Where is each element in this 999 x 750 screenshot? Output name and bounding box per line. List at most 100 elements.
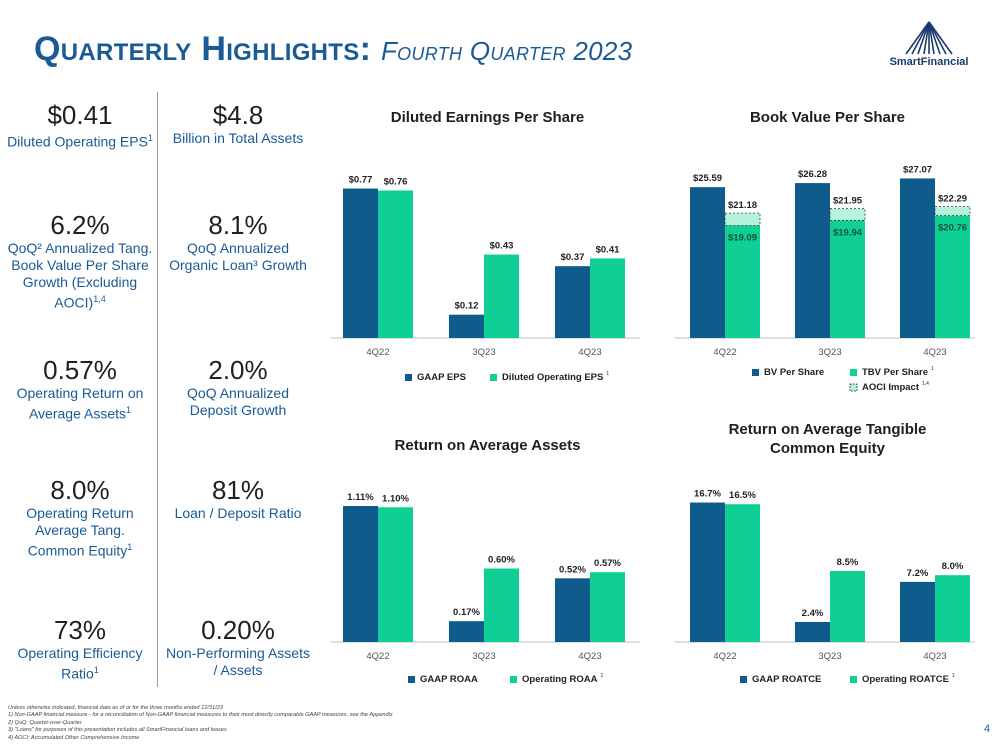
kpi-label: Billion in Total Assets — [172, 130, 304, 146]
data-label: $0.43 — [490, 241, 514, 252]
data-label: 0.17% — [453, 607, 480, 618]
data-label: 16.5% — [729, 490, 756, 501]
data-label: $22.29 — [938, 194, 967, 205]
footnote: Unless otherwise indicated, financial da… — [8, 705, 223, 711]
x-tick-label: 4Q23 — [923, 347, 946, 358]
data-label: 8.0% — [942, 561, 964, 572]
column-divider — [157, 92, 158, 687]
legend-label: BV Per Share — [764, 367, 824, 378]
legend-swatch — [740, 676, 747, 683]
bar-gaap-roatce — [795, 621, 830, 642]
x-tick-label: 4Q23 — [578, 347, 601, 358]
chart-book-value: Book Value Per Share $25.59 $19.09 $21.18 4… — [670, 98, 985, 398]
data-label: $21.95 — [833, 196, 863, 207]
legend-sup: 1 — [931, 366, 934, 372]
legend-label: AOCI Impact — [862, 382, 920, 393]
title-main: Quarterly Highlights: — [34, 30, 372, 68]
x-tick-label: 4Q22 — [366, 347, 389, 358]
legend-label: Operating ROATCE — [862, 674, 949, 685]
legend-swatch — [850, 676, 857, 683]
footnote: 1) Non-GAAP financial measure - for a re… — [8, 712, 393, 719]
x-tick-label: 4Q23 — [923, 651, 946, 662]
bar-gaap-roatce — [900, 581, 935, 642]
legend-sup: 1 — [600, 673, 603, 679]
chart-title: Diluted Earnings Per Share — [390, 109, 585, 126]
data-label: $26.28 — [798, 169, 827, 180]
kpi-total-assets: $4.8 Billion in Total Assets — [163, 100, 313, 147]
data-label: $0.77 — [349, 175, 373, 186]
kpi-value: 2.0% — [208, 355, 268, 385]
kpi-value: 8.0% — [50, 475, 110, 505]
logo-mark-icon — [905, 21, 953, 55]
x-tick-label: 4Q22 — [366, 651, 389, 662]
legend-swatch — [752, 369, 759, 376]
chart-title: Return on Average Assets — [394, 437, 581, 454]
kpi-value: 0.20% — [201, 615, 275, 645]
kpi-operating-roaa: 0.57% Operating Return on Average Assets… — [5, 355, 155, 423]
chart-canvas: 1.11% 1.10% 4Q22 0.17% 0.60% 3Q23 0.52% 0.57% 4Q… — [330, 492, 640, 685]
data-label: 1.11% — [347, 492, 374, 503]
legend-label: TBV Per Share — [862, 367, 928, 378]
bar-gaap-roaa — [555, 578, 590, 642]
kpi-tbv-growth: 6.2% QoQ² Annualized Tang. Book Value Pe… — [5, 210, 155, 312]
kpi-label: QoQ Annualized Deposit Growth — [187, 385, 289, 418]
bar-tbv-per-share — [830, 220, 865, 338]
legend-label: GAAP EPS — [417, 372, 466, 383]
data-label: $19.09 — [728, 232, 757, 243]
data-label: $27.07 — [903, 164, 932, 175]
bar-bv-per-share — [795, 183, 830, 338]
bar-aoci-impact — [934, 206, 971, 217]
data-label: $20.76 — [938, 223, 967, 234]
x-tick-label: 4Q22 — [713, 651, 736, 662]
data-label: 2.4% — [802, 608, 824, 619]
bar-gaap-roaa — [343, 506, 378, 642]
bar-operating-roaa — [378, 507, 413, 642]
bar-bv-per-share — [900, 178, 935, 338]
kpi-diluted-operating-eps: $0.41 Diluted Operating EPS1 — [5, 100, 155, 151]
legend-label: Operating ROAA — [522, 674, 598, 685]
kpi-label: Operating Return on Average Assets1 — [16, 385, 144, 422]
bar-diluted-operating-eps — [378, 190, 413, 338]
data-label: 0.52% — [559, 564, 586, 575]
kpi-label: Operating Efficiency Ratio1 — [17, 645, 143, 682]
kpi-operating-roatce: 8.0% Operating Return Average Tang. Comm… — [5, 475, 155, 560]
kpi-label: QoQ² Annualized Tang. Book Value Per Sha… — [7, 240, 153, 311]
legend-sup: 1,4 — [922, 381, 929, 387]
footnotes: Unless otherwise indicated, financial da… — [8, 705, 393, 742]
kpi-label: Non-Performing Assets / Assets — [166, 645, 310, 678]
kpi-value: 81% — [211, 475, 265, 505]
kpi-deposit-growth: 2.0% QoQ Annualized Deposit Growth — [163, 355, 313, 419]
data-label: 16.7% — [694, 489, 721, 500]
footnote: 2) QoQ: Quarter-over-Quarter — [8, 719, 82, 726]
kpi-efficiency-ratio: 73% Operating Efficiency Ratio1 — [5, 615, 155, 683]
bar-aoci-impact — [724, 212, 761, 226]
data-label: $25.59 — [693, 173, 722, 184]
footnote: 3) "Loans" for purposes of this presenta… — [8, 727, 227, 734]
chart-canvas: $0.77 $0.76 4Q22 $0.12 $0.43 3Q23 $0.37 $0.41 4Q… — [330, 175, 640, 383]
legend-swatch — [490, 374, 497, 381]
bar-operating-roatce — [935, 575, 970, 642]
page-number: 4 — [984, 723, 991, 735]
footnote: 4) AOCI: Accumulated Other Comprehensive… — [8, 734, 140, 741]
kpi-label: Operating Return Average Tang. Common Eq… — [26, 505, 134, 559]
x-tick-label: 3Q23 — [818, 651, 841, 662]
chart-canvas: $25.59 $19.09 $21.18 4Q22 $26.28 $19.94 $21.95… — [675, 164, 975, 393]
chart-roatce: Return on Average Tangible Common Equity… — [670, 420, 985, 695]
bar-gaap-eps — [449, 314, 484, 338]
chart-title: Return on Average Tangible Common Equity — [728, 421, 927, 457]
kpi-value: 0.57% — [43, 355, 117, 385]
bar-gaap-roatce — [690, 502, 725, 642]
chart-diluted-eps: Diluted Earnings Per Share $0.77 $0.76 4Q2… — [325, 98, 650, 398]
data-label: 0.57% — [594, 558, 621, 569]
chart-title: Book Value Per Share — [749, 109, 906, 126]
x-tick-label: 4Q22 — [713, 347, 736, 358]
x-tick-label: 4Q23 — [578, 651, 601, 662]
data-label: $0.41 — [596, 244, 620, 255]
bar-tbv-per-share — [725, 225, 760, 338]
kpi-label: QoQ Annualized Organic Loan³ Growth — [169, 240, 307, 273]
x-tick-label: 3Q23 — [472, 347, 495, 358]
chart-roaa: Return on Average Assets 1.11% 1.10% 4Q22 0… — [325, 420, 650, 695]
bar-operating-roaa — [484, 568, 519, 642]
data-label: $21.18 — [728, 200, 757, 211]
kpi-label: Diluted Operating EPS1 — [7, 133, 153, 150]
